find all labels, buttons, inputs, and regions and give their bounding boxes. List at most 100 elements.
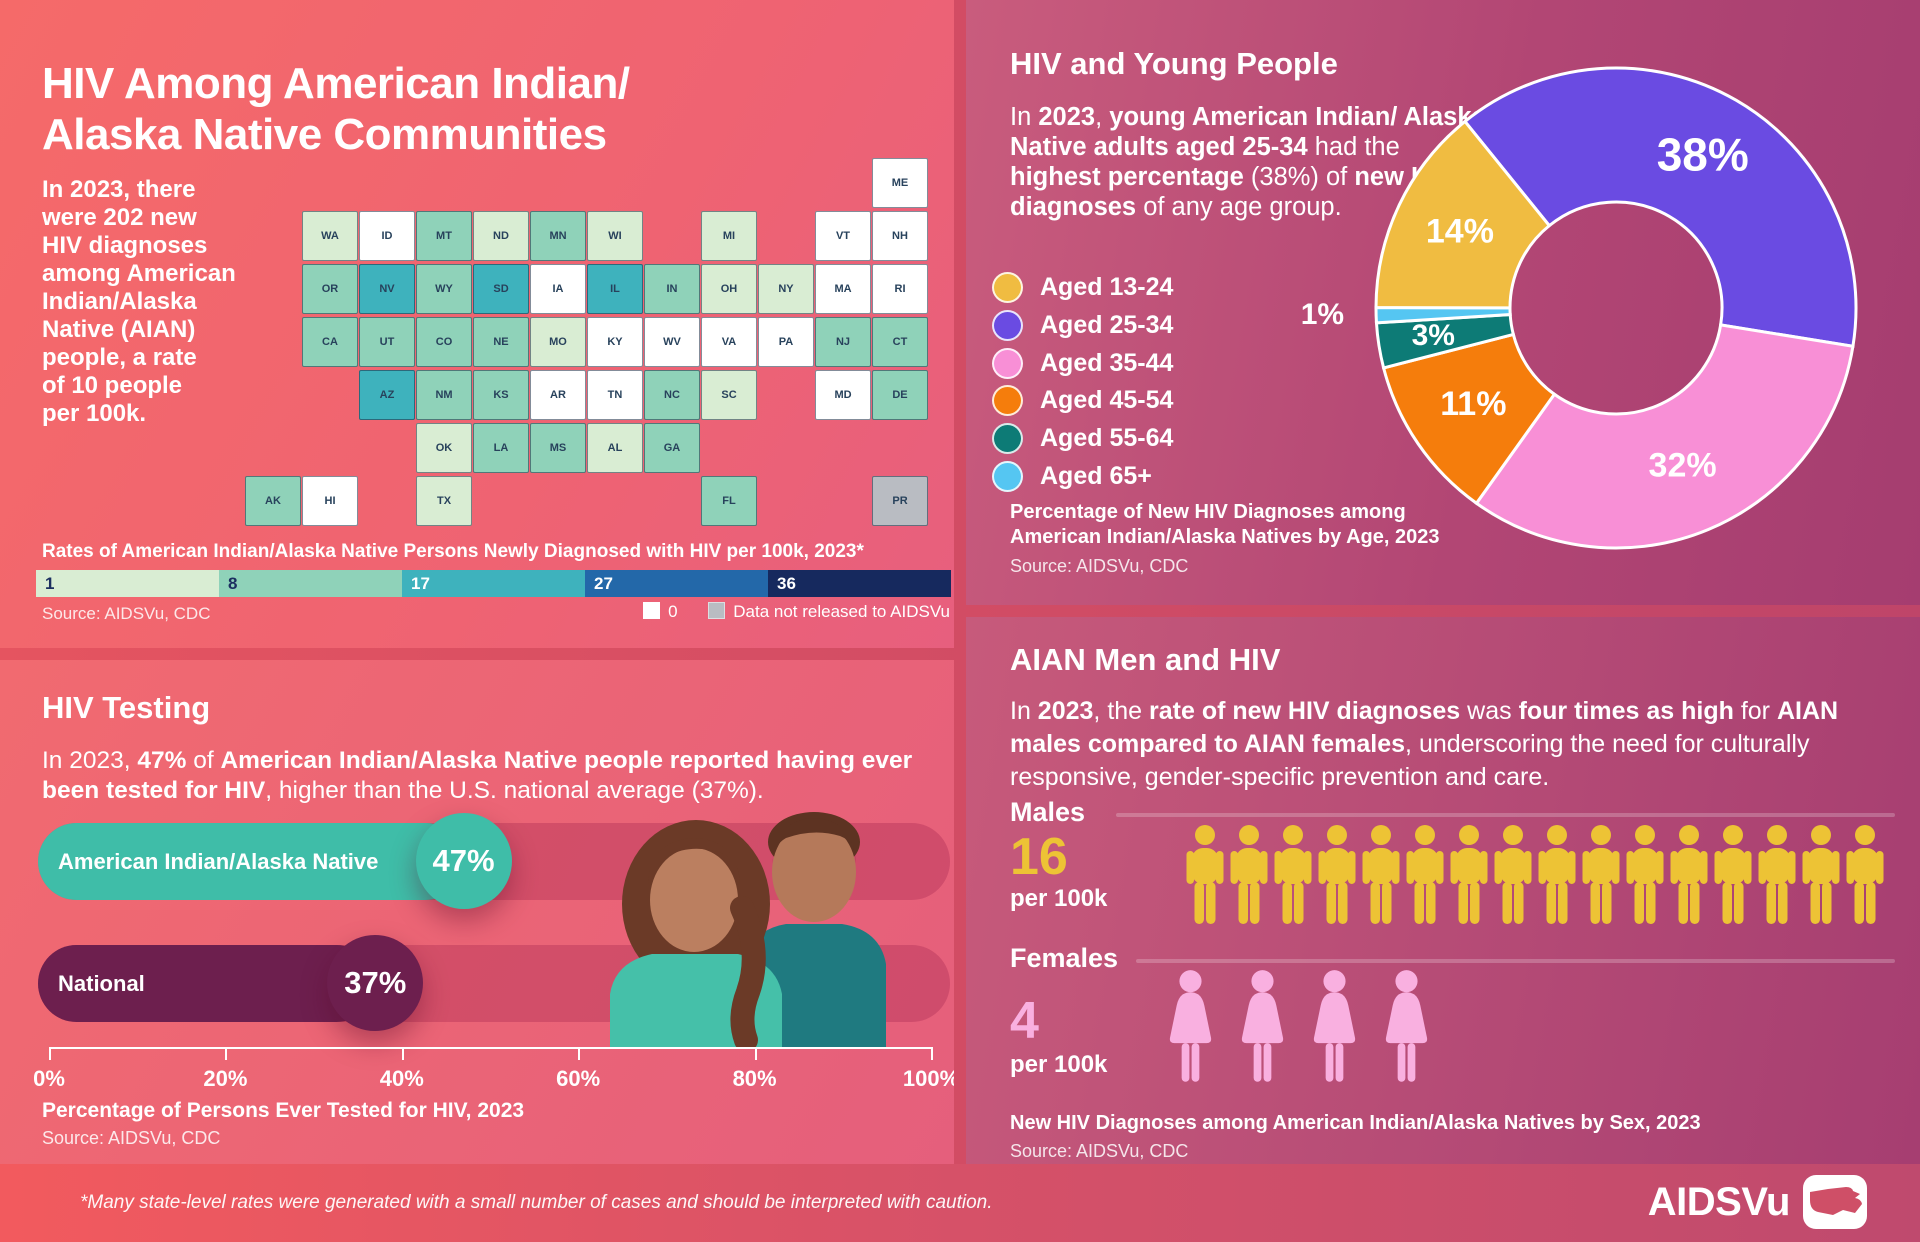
aidsvu-logo-text: AIDSVu (1647, 1180, 1791, 1224)
state-IA: IA (530, 264, 586, 314)
males-unit: per 100k (1010, 885, 1108, 912)
map-caption: Rates of American Indian/Alaska Native P… (42, 541, 864, 562)
footnote: *Many state-level rates were generated w… (80, 1192, 993, 1213)
bar-national: National (38, 945, 376, 1022)
person-icon (1313, 970, 1356, 1082)
state-KS: KS (473, 370, 529, 420)
bar-aian-label: American Indian/Alaska Native (58, 848, 379, 874)
axis-tick-label: 0% (33, 1066, 65, 1091)
females-unit: per 100k (1010, 1051, 1108, 1078)
age-paragraph: In 2023, young American Indian/ Alaska N… (1010, 103, 1486, 221)
state-MS: MS (530, 423, 586, 473)
state-NH: NH (872, 211, 928, 261)
state-CT: CT (872, 317, 928, 367)
state-NC: NC (644, 370, 700, 420)
person-icon (1318, 825, 1356, 924)
age-legend-item-0: Aged 13-24 (992, 270, 1173, 304)
person-icon (1230, 825, 1268, 924)
state-NY: NY (758, 264, 814, 314)
state-TX: TX (416, 476, 472, 526)
sex-paragraph: In 2023, the rate of new HIV diagnoses w… (1010, 697, 1839, 791)
state-OK: OK (416, 423, 472, 473)
state-DE: DE (872, 370, 928, 420)
person-icon (1385, 970, 1428, 1082)
sex-source: Source: AIDSVu, CDC (1010, 1141, 1189, 1161)
state-IL: IL (587, 264, 643, 314)
person-icon (1186, 825, 1224, 924)
axis-tick (49, 1047, 51, 1060)
legend-bin-8: 8 (219, 570, 402, 597)
person-icon (1450, 825, 1488, 924)
state-RI: RI (872, 264, 928, 314)
males-label: Males (1010, 797, 1086, 827)
map-panel: HIV Among American Indian/Alaska Native … (0, 0, 954, 648)
state-MO: MO (530, 317, 586, 367)
females-label: Females (1010, 943, 1119, 973)
axis-tick-label: 80% (732, 1066, 777, 1091)
legend-bin-36: 36 (768, 570, 951, 597)
state-OR: OR (302, 264, 358, 314)
state-MI: MI (701, 211, 757, 261)
axis-tick (754, 1047, 757, 1060)
state-SD: SD (473, 264, 529, 314)
poster-title: HIV Among American Indian/Alaska Native … (42, 59, 630, 160)
testing-heading: HIV Testing (42, 690, 211, 725)
state-NV: NV (359, 264, 415, 314)
age-legend-swatch (992, 347, 1023, 379)
map-source: Source: AIDSVu, CDC (42, 604, 211, 623)
aidsvu-logo-badge (1803, 1175, 1867, 1229)
person-icon (1362, 825, 1400, 924)
male-pictograms (1185, 824, 1905, 926)
donut-label-Aged 35-44: 32% (1649, 447, 1717, 485)
state-SC: SC (701, 370, 757, 420)
state-AR: AR (530, 370, 586, 420)
state-PA: PA (758, 317, 814, 367)
couple-illustration (610, 812, 886, 1048)
age-legend-item-3: Aged 45-54 (992, 383, 1173, 417)
state-WV: WV (644, 317, 700, 367)
person-icon (1494, 825, 1532, 924)
person-icon (1406, 825, 1444, 924)
age-panel: HIV and Young People In 2023, young Amer… (966, 0, 1920, 605)
state-AZ: AZ (359, 370, 415, 420)
state-TN: TN (587, 370, 643, 420)
state-VA: VA (701, 317, 757, 367)
intro-text: In 2023, there were 202 new HIV diagnoses a… (42, 176, 236, 427)
males-divider (1116, 813, 1895, 817)
person-icon (1241, 970, 1284, 1082)
legend-bin-27: 27 (585, 570, 768, 597)
donut-label-Aged 55-64: 3% (1412, 319, 1455, 352)
state-CA: CA (302, 317, 358, 367)
map-legend-extra: 0 Data not released to AIDSVu (350, 602, 950, 622)
age-legend-item-1: Aged 25-34 (992, 308, 1173, 342)
donut-slice-Aged 25-34 (1462, 66, 1858, 349)
axis-tick-label: 100% (902, 1066, 954, 1091)
females-divider (1136, 959, 1895, 963)
age-legend-swatch (992, 309, 1023, 341)
age-legend-swatch (992, 271, 1023, 303)
axis-line (49, 1047, 931, 1049)
state-CO: CO (416, 317, 472, 367)
testing-caption: Percentage of Persons Ever Tested for HI… (42, 1099, 525, 1122)
donut-slice-Aged 13-24 (1374, 119, 1552, 310)
female-pictograms (1165, 969, 1565, 1085)
state-HI: HI (302, 476, 358, 526)
axis-tick (401, 1047, 404, 1060)
age-source: Source: AIDSVu, CDC (1010, 556, 1189, 576)
age-legend-swatch (992, 460, 1023, 492)
donut-label-Aged 13-24: 14% (1426, 212, 1494, 250)
state-ID: ID (359, 211, 415, 261)
axis-tick-label: 40% (379, 1066, 424, 1091)
percent-axis: 0% 20% 40% 60% 80% 100% (0, 1047, 954, 1107)
state-NM: NM (416, 370, 472, 420)
state-MD: MD (815, 370, 871, 420)
state-ME: ME (872, 158, 928, 208)
sex-caption: New HIV Diagnoses among American Indian/… (1010, 1112, 1701, 1134)
state-FL: FL (701, 476, 757, 526)
state-UT: UT (359, 317, 415, 367)
bar-aian: American Indian/Alaska Native (38, 823, 464, 900)
age-legend-item-5: Aged 65+ (992, 459, 1152, 493)
age-donut-chart: 38% 32% 11% 3% 1% 14% (1301, 66, 1858, 550)
age-legend-item-4: Aged 55-64 (992, 421, 1173, 455)
